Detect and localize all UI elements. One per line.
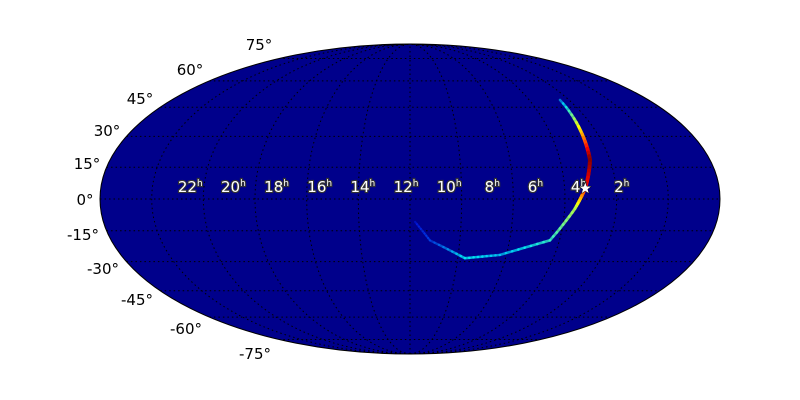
ra-tick-unit: h xyxy=(456,179,462,189)
ra-tick-unit: h xyxy=(326,179,332,189)
ra-tick-label: 22h xyxy=(178,178,203,196)
longitude-gridline xyxy=(202,44,411,354)
localization-arc-segment xyxy=(427,236,432,242)
dec-tick-label: -45° xyxy=(121,291,153,309)
localization-arc-segment xyxy=(417,225,422,230)
localization-arc-segment xyxy=(421,230,426,235)
sky-background xyxy=(100,44,720,354)
ra-tick-value: 14 xyxy=(350,178,369,196)
ra-tick-value: 6 xyxy=(528,178,538,196)
ra-tick-label: 18h xyxy=(264,178,289,196)
ra-tick-unit: h xyxy=(494,179,500,189)
ra-tick-value: 8 xyxy=(485,178,495,196)
ra-tick-unit: h xyxy=(413,179,419,189)
longitude-gridline xyxy=(409,44,618,354)
longitude-gridline xyxy=(409,44,669,354)
ra-tick-label: 20h xyxy=(221,178,246,196)
longitude-gridline xyxy=(254,44,411,354)
dec-tick-label: 30° xyxy=(94,122,121,140)
dec-tick-label: 0° xyxy=(76,191,93,209)
ra-tick-unit: h xyxy=(197,179,203,189)
ra-tick-unit: h xyxy=(370,179,376,189)
dec-tick-label: -75° xyxy=(239,345,271,363)
ra-tick-value: 10 xyxy=(437,178,456,196)
dec-tick-label: -60° xyxy=(170,320,202,338)
longitude-gridline xyxy=(409,44,566,354)
ra-tick-label: 2h xyxy=(614,178,629,196)
ra-tick-unit: h xyxy=(283,179,289,189)
star-marker-icon xyxy=(578,181,593,195)
ra-tick-label: 12h xyxy=(394,178,419,196)
localization-arc-segment xyxy=(425,234,430,240)
ra-tick-value: 12 xyxy=(394,178,413,196)
ra-tick-value: 18 xyxy=(264,178,283,196)
ra-tick-unit: h xyxy=(537,179,543,189)
ra-tick-value: 20 xyxy=(221,178,240,196)
dec-tick-label: 45° xyxy=(127,90,154,108)
localization-arc-segment xyxy=(414,220,419,226)
ra-tick-unit: h xyxy=(240,179,246,189)
ra-tick-unit: h xyxy=(580,179,586,189)
dec-tick-label: -15° xyxy=(67,226,99,244)
ra-tick-label: 8h xyxy=(485,178,500,196)
dec-tick-label: 60° xyxy=(177,61,204,79)
dec-tick-label: 75° xyxy=(246,36,273,54)
localization-arc-segment xyxy=(428,239,436,244)
ra-tick-label: 6h xyxy=(528,178,543,196)
ra-tick-label: 4h xyxy=(571,178,586,196)
ra-tick-label: 14h xyxy=(350,178,375,196)
dec-tick-label: 15° xyxy=(74,155,101,173)
dec-tick-label: -30° xyxy=(87,260,119,278)
ra-tick-label: 10h xyxy=(437,178,462,196)
ra-tick-value: 4 xyxy=(571,178,581,196)
longitude-gridline xyxy=(409,44,463,354)
ra-tick-value: 16 xyxy=(307,178,326,196)
longitude-gridline xyxy=(151,44,411,354)
ra-tick-value: 22 xyxy=(178,178,197,196)
localization-arc-segment xyxy=(423,232,428,237)
localization-arc-segment xyxy=(419,227,424,233)
ra-tick-unit: h xyxy=(624,179,630,189)
localization-arc-segment xyxy=(415,223,420,228)
map-border xyxy=(99,43,721,355)
ra-tick-label: 16h xyxy=(307,178,332,196)
ra-tick-value: 2 xyxy=(614,178,624,196)
longitude-gridline xyxy=(357,44,411,354)
